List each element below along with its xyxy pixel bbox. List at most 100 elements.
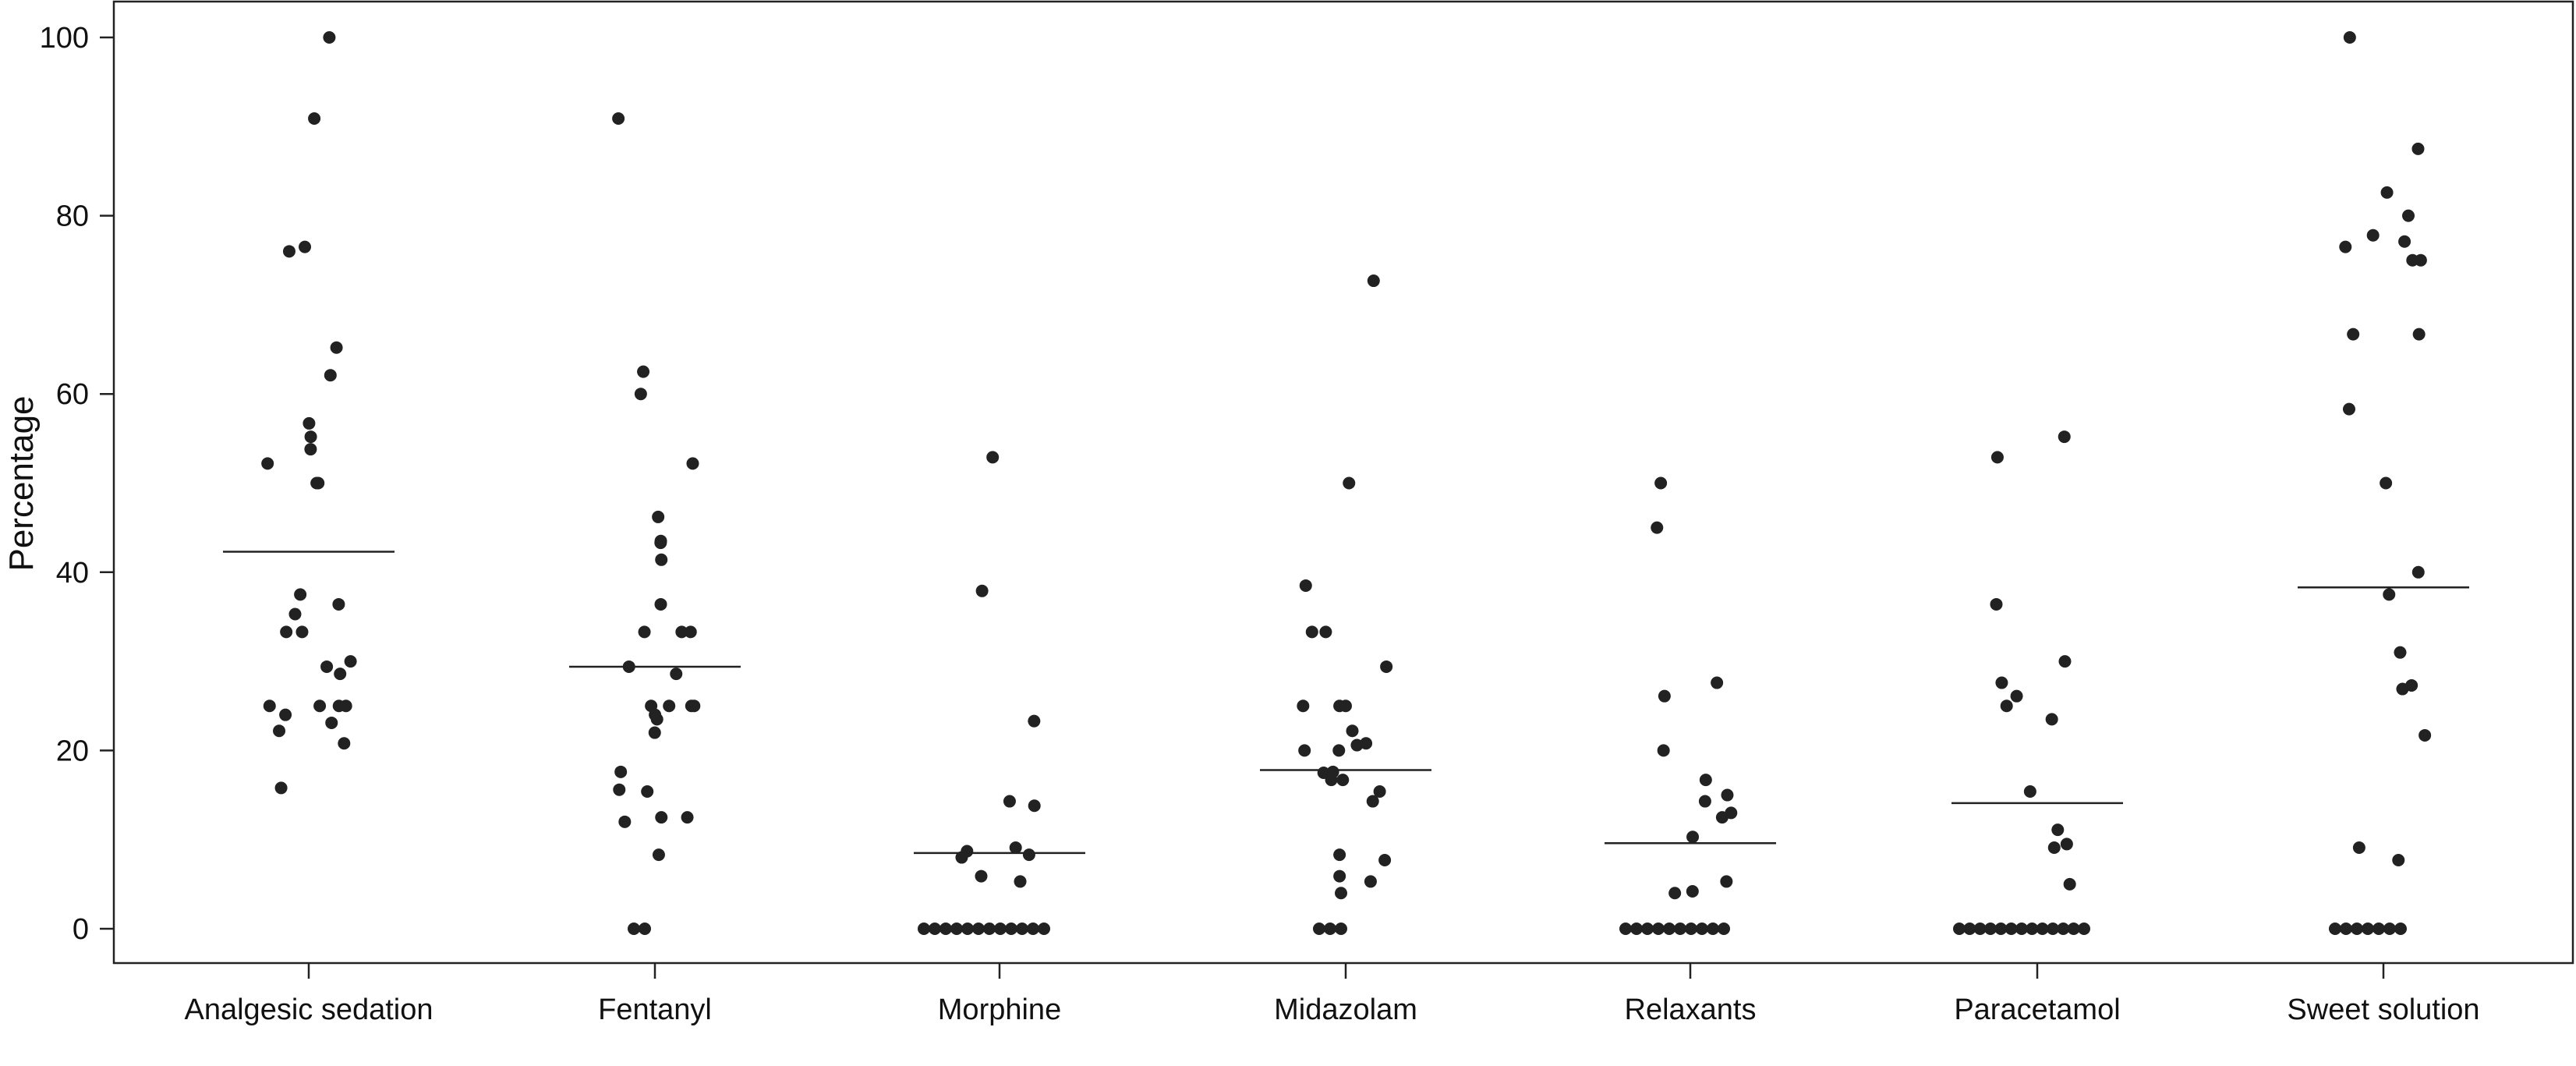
data-point bbox=[1707, 923, 1719, 935]
x-tick-label: Morphine bbox=[938, 993, 1061, 1026]
data-point bbox=[955, 851, 968, 864]
data-point bbox=[304, 443, 317, 456]
y-tick-label: 40 bbox=[56, 557, 89, 590]
data-point bbox=[1298, 744, 1311, 757]
data-point bbox=[638, 625, 651, 639]
data-point bbox=[2351, 923, 2363, 935]
data-point bbox=[2383, 588, 2396, 601]
data-point bbox=[308, 112, 321, 126]
data-point bbox=[1014, 875, 1027, 888]
data-point bbox=[1963, 923, 1976, 935]
data-point bbox=[2394, 646, 2407, 659]
data-point bbox=[2047, 841, 2061, 854]
data-point bbox=[1343, 476, 1356, 490]
data-point bbox=[961, 923, 974, 935]
data-point bbox=[323, 31, 336, 44]
data-point bbox=[1652, 923, 1665, 935]
data-point bbox=[1378, 853, 1392, 866]
data-point bbox=[261, 457, 274, 470]
data-point bbox=[2347, 328, 2360, 341]
data-point bbox=[1699, 774, 1712, 787]
data-point bbox=[685, 699, 698, 713]
data-point bbox=[274, 781, 288, 795]
data-point bbox=[2005, 923, 2018, 935]
data-point bbox=[1685, 923, 1697, 935]
data-point bbox=[2067, 923, 2080, 935]
data-point bbox=[1657, 744, 1670, 757]
data-point bbox=[344, 655, 357, 668]
data-point bbox=[1335, 923, 1347, 935]
data-point bbox=[1668, 887, 1682, 900]
data-point bbox=[641, 784, 654, 798]
data-point bbox=[312, 476, 325, 490]
data-point bbox=[295, 625, 309, 639]
data-point bbox=[282, 245, 295, 258]
data-point bbox=[1654, 476, 1668, 490]
data-point bbox=[2057, 923, 2070, 935]
data-point bbox=[1003, 795, 1016, 808]
data-point bbox=[1335, 887, 1348, 900]
data-point bbox=[1333, 848, 1346, 862]
data-point bbox=[1333, 869, 1346, 883]
x-tick-label: Fentanyl bbox=[598, 993, 712, 1026]
data-point bbox=[325, 716, 338, 729]
data-point bbox=[986, 451, 1000, 464]
data-point bbox=[994, 923, 1007, 935]
data-point bbox=[339, 699, 352, 713]
data-point bbox=[655, 553, 668, 566]
data-point bbox=[280, 625, 293, 639]
data-point bbox=[1674, 923, 1686, 935]
data-point bbox=[1995, 676, 2008, 689]
data-point bbox=[1658, 689, 1671, 703]
data-point bbox=[650, 713, 663, 726]
data-point bbox=[2045, 713, 2058, 726]
data-point bbox=[1027, 923, 1039, 935]
data-point bbox=[612, 112, 625, 126]
data-point bbox=[2411, 565, 2425, 579]
data-point bbox=[1973, 923, 1987, 935]
data-point bbox=[1686, 884, 1699, 898]
data-point bbox=[1339, 699, 1352, 713]
data-point bbox=[2392, 853, 2405, 866]
data-point bbox=[2060, 838, 2073, 851]
data-point bbox=[299, 240, 312, 253]
data-point bbox=[613, 783, 626, 796]
x-tick-label: Midazolam bbox=[1274, 993, 1417, 1026]
median-lines bbox=[223, 551, 2469, 855]
data-point bbox=[1718, 923, 1730, 935]
data-point bbox=[681, 811, 694, 824]
data-point bbox=[2402, 209, 2415, 222]
data-point bbox=[939, 923, 952, 935]
data-point bbox=[1630, 923, 1643, 935]
data-point bbox=[686, 457, 699, 470]
x-tick-label: Paracetamol bbox=[1954, 993, 2120, 1026]
data-point bbox=[2036, 923, 2049, 935]
data-point bbox=[2340, 923, 2352, 935]
data-point bbox=[1380, 660, 1393, 673]
data-point bbox=[2026, 923, 2039, 935]
data-point bbox=[2058, 430, 2071, 444]
data-point bbox=[2000, 699, 2013, 713]
data-point bbox=[1005, 923, 1017, 935]
data-point bbox=[670, 668, 683, 681]
data-point bbox=[1325, 774, 1338, 787]
data-point bbox=[338, 737, 351, 750]
data-point bbox=[2362, 923, 2374, 935]
data-point bbox=[2383, 923, 2396, 935]
data-point bbox=[1990, 597, 2003, 611]
data-point bbox=[1364, 875, 1377, 888]
data-point bbox=[1373, 784, 1386, 798]
data-point bbox=[2380, 186, 2394, 199]
data-point bbox=[1984, 923, 1997, 935]
x-axis: Analgesic sedation Fentanyl Morphine Midazo… bbox=[185, 963, 2480, 1026]
data-point bbox=[628, 923, 640, 935]
data-point bbox=[637, 365, 650, 378]
y-tick-label: 100 bbox=[40, 22, 89, 55]
data-point bbox=[2352, 841, 2365, 854]
data-point bbox=[950, 923, 963, 935]
data-point bbox=[1028, 799, 1041, 813]
data-point bbox=[675, 625, 688, 639]
data-point bbox=[1332, 744, 1346, 757]
y-axis-title: Percentage bbox=[2, 395, 41, 571]
data-point bbox=[975, 584, 989, 597]
